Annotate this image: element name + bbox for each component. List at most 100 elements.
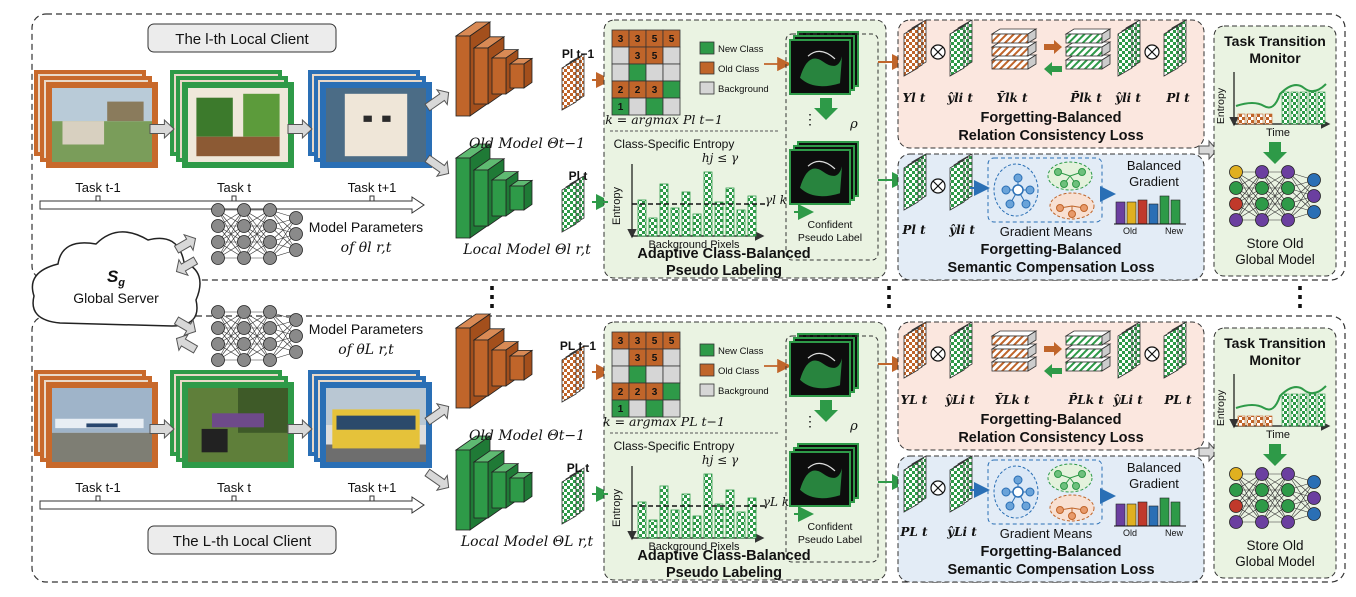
nn-node bbox=[1281, 499, 1295, 513]
monitor-bar bbox=[1290, 393, 1299, 427]
map-panel-border bbox=[785, 335, 879, 563]
nn-node bbox=[1281, 165, 1295, 179]
nn-node bbox=[1307, 475, 1321, 489]
legend-swatch bbox=[699, 81, 715, 95]
p-map bbox=[903, 455, 927, 513]
monitor-bar bbox=[1255, 415, 1264, 427]
image-border bbox=[322, 84, 430, 166]
feature-slice bbox=[903, 159, 919, 211]
monitor-bar bbox=[1299, 393, 1308, 427]
gamma-label: γL k bbox=[763, 495, 789, 509]
entropy-bar bbox=[747, 195, 757, 237]
relation-symbol: P̄Lk t bbox=[1067, 391, 1104, 407]
node bbox=[1005, 501, 1015, 511]
relation-symbol: Yl t bbox=[903, 91, 926, 105]
store-label: Global Model bbox=[1235, 554, 1315, 569]
map-contour bbox=[807, 50, 836, 60]
entropy-bar bbox=[714, 201, 724, 237]
grid-cell bbox=[611, 63, 630, 82]
threshold-condition: hj ≤ γ bbox=[702, 151, 739, 165]
feature-slice bbox=[903, 327, 919, 379]
gradient-means-label: Gradient Means bbox=[1000, 224, 1093, 239]
tensor-face bbox=[1065, 348, 1103, 359]
monitor-title: Monitor bbox=[1249, 352, 1301, 368]
client-0: The l-th Local Client Task t-1 Task t Task … bbox=[34, 19, 1337, 281]
cube-front bbox=[509, 477, 525, 503]
monitor-bar bbox=[1299, 91, 1308, 125]
y-map bbox=[903, 321, 927, 379]
node bbox=[1021, 501, 1031, 511]
gamma-label: γl k bbox=[765, 193, 787, 207]
cube-front bbox=[455, 449, 471, 531]
feature-slice bbox=[949, 327, 965, 379]
old-prediction-map bbox=[561, 345, 585, 403]
entropy-bar bbox=[637, 501, 647, 539]
nn-node bbox=[1229, 197, 1243, 211]
relation-symbol: YL t bbox=[901, 393, 928, 407]
image-region bbox=[336, 415, 416, 430]
monitor-bar bbox=[1255, 113, 1264, 125]
monitor-bar bbox=[1264, 415, 1273, 427]
params-symbol: of θl r,t bbox=[341, 240, 392, 256]
tensor-side bbox=[1027, 54, 1037, 70]
local-model-icon bbox=[454, 435, 534, 531]
grid-cell bbox=[662, 365, 681, 384]
grid-cell bbox=[662, 382, 681, 401]
timeline-tick bbox=[95, 195, 101, 202]
grid-cell bbox=[628, 365, 647, 384]
nn-node bbox=[1255, 197, 1269, 211]
cube-front bbox=[509, 63, 525, 89]
upload-arrow bbox=[173, 316, 197, 337]
entropy-bar bbox=[670, 207, 680, 237]
entropy-bar bbox=[736, 511, 746, 539]
node bbox=[1013, 475, 1023, 485]
monitor-bar bbox=[1237, 415, 1246, 427]
timeline-tick bbox=[231, 495, 237, 502]
entropy-bar bbox=[692, 515, 702, 539]
tensor-side bbox=[1027, 356, 1037, 372]
relation-symbol: PL t bbox=[1163, 393, 1192, 407]
nn-node bbox=[1281, 213, 1295, 227]
store-label: Store Old bbox=[1246, 538, 1303, 553]
node bbox=[1080, 204, 1088, 212]
relation-symbol: ŷLi t bbox=[944, 393, 975, 407]
gradient-bar bbox=[1137, 199, 1148, 225]
nn-node bbox=[237, 203, 251, 217]
image-region bbox=[243, 93, 280, 137]
gradient-bar bbox=[1170, 199, 1181, 225]
p-map bbox=[1163, 321, 1187, 379]
cube-side bbox=[523, 179, 533, 211]
nn-node bbox=[237, 219, 251, 233]
cube-front bbox=[491, 179, 507, 217]
relation-symbol: ŷLi t bbox=[1112, 393, 1143, 407]
params-network-icon bbox=[211, 203, 303, 265]
to-local-model-arrow bbox=[424, 468, 450, 492]
grid-value: 3 bbox=[652, 85, 658, 96]
legend-swatch bbox=[699, 343, 715, 357]
nn-node bbox=[211, 337, 225, 351]
nn-node bbox=[1255, 483, 1269, 497]
relation-symbol: ŷli t bbox=[1114, 91, 1141, 105]
block-arrow-shape bbox=[424, 88, 450, 112]
nn-node bbox=[1281, 467, 1295, 481]
grid-value: 5 bbox=[669, 34, 675, 45]
grid-value: 2 bbox=[618, 85, 624, 96]
otimes-icon bbox=[930, 480, 946, 496]
nn-node bbox=[237, 305, 251, 319]
node bbox=[1001, 487, 1011, 497]
yhat-map-2 bbox=[1117, 321, 1141, 379]
confident-label: Confident bbox=[808, 219, 853, 231]
nn-node bbox=[1255, 213, 1269, 227]
down-arrow-icon bbox=[1263, 142, 1287, 164]
semantic-symbol: ŷli t bbox=[948, 223, 975, 237]
tensor-face bbox=[1065, 335, 1103, 346]
y-axis-label: Entropy bbox=[611, 489, 623, 527]
cube-front bbox=[455, 157, 471, 239]
tensor-side bbox=[1101, 41, 1111, 57]
grid-cell bbox=[611, 46, 630, 65]
gradient-bar bbox=[1115, 201, 1126, 225]
rho-label: ρ bbox=[849, 419, 858, 434]
tensor-face bbox=[1065, 59, 1103, 70]
otimes-line bbox=[932, 482, 944, 494]
yhat-map bbox=[949, 19, 973, 77]
